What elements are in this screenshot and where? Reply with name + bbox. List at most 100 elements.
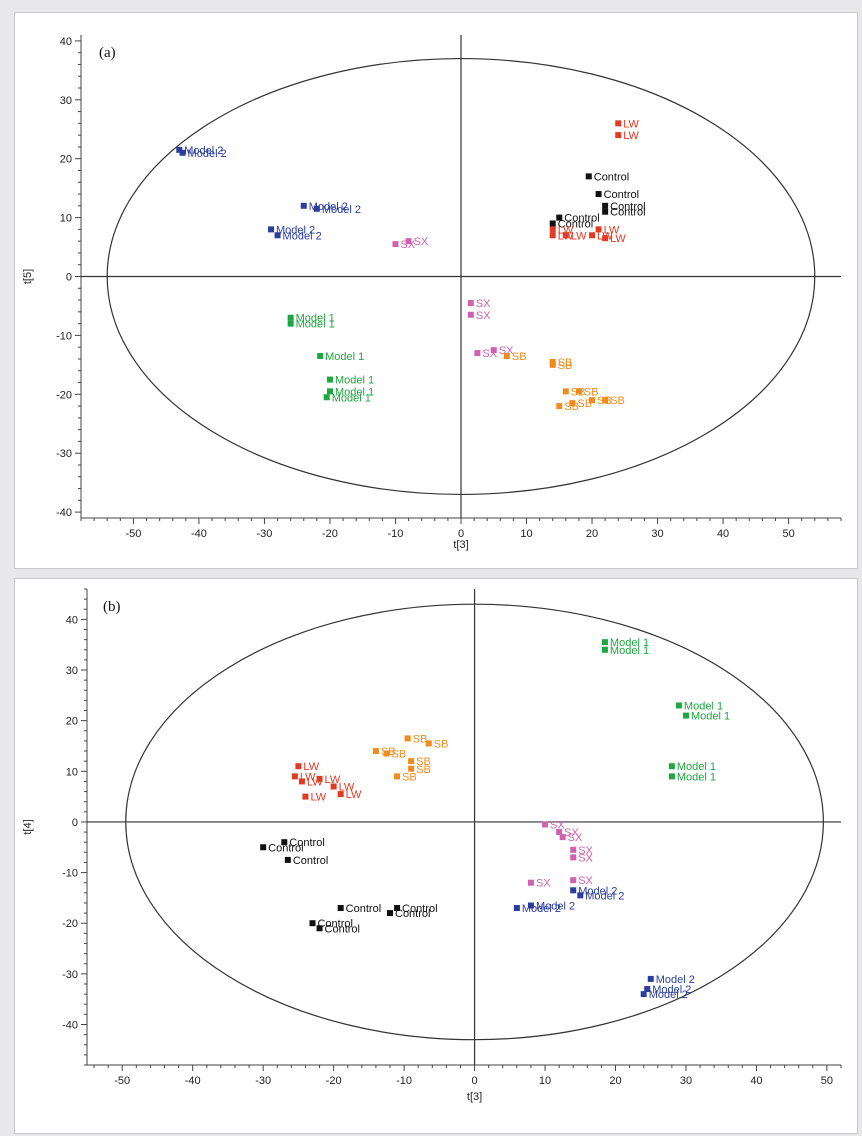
point-model-1 (323, 394, 330, 401)
point-lw (295, 763, 302, 770)
point-label-model-1: Model 1 (610, 637, 649, 649)
x-tick-label: 0 (472, 1075, 478, 1087)
point-sx (570, 877, 577, 884)
x-tick-label: -10 (396, 1075, 412, 1087)
point-lw (602, 235, 609, 242)
point-sx (570, 846, 577, 853)
point-model-2 (313, 205, 320, 212)
x-tick-label: 10 (539, 1075, 551, 1087)
point-label-sb: SB (413, 733, 428, 745)
point-lw (302, 793, 309, 800)
point-sb (394, 773, 401, 780)
point-sb (404, 735, 411, 742)
point-sx (474, 350, 481, 357)
x-axis-label: t[3] (467, 1091, 482, 1103)
point-model-2 (640, 991, 647, 998)
point-label-sx: SX (578, 852, 593, 864)
point-label-sb: SB (584, 386, 599, 398)
point-label-lw: LW (325, 774, 341, 786)
point-label-model-2: Model 2 (184, 145, 223, 157)
point-label-control: Control (604, 189, 639, 201)
point-model-1 (326, 376, 333, 383)
point-label-model-2: Model 2 (649, 989, 688, 1001)
point-sb (589, 397, 596, 404)
point-control (556, 214, 563, 221)
x-tick-label: 50 (782, 528, 794, 540)
point-model-2 (268, 226, 274, 233)
point-model-2 (176, 146, 183, 153)
x-tick-label: -30 (255, 1075, 271, 1087)
point-sb (556, 403, 563, 410)
y-tick-label: 30 (60, 95, 72, 107)
point-label-sx: SX (476, 310, 491, 322)
plot-background (15, 13, 857, 568)
point-lw (337, 791, 344, 798)
point-label-control: Control (325, 923, 360, 935)
point-label-model-2: Model 2 (322, 204, 361, 216)
point-label-control: Control (594, 171, 629, 183)
point-sx (490, 347, 497, 354)
point-sb (562, 388, 569, 395)
point-label-control: Control (346, 903, 381, 915)
x-tick-label: 0 (458, 528, 464, 540)
point-label-lw: LW (571, 230, 587, 242)
x-tick-label: 10 (520, 528, 532, 540)
point-sb (372, 748, 379, 755)
point-label-control: Control (402, 903, 437, 915)
point-label-model-1: Model 1 (610, 645, 649, 657)
point-label-control: Control (558, 218, 593, 230)
x-tick-label: -10 (388, 528, 404, 540)
point-sb (549, 361, 556, 368)
point-label-sx: SX (568, 832, 583, 844)
point-label-lw: LW (339, 781, 355, 793)
point-control (595, 191, 602, 198)
point-control (394, 905, 401, 912)
plot-background (15, 579, 857, 1133)
point-sx (527, 879, 534, 886)
point-label-sx: SX (564, 827, 579, 839)
point-label-model-1: Model 1 (677, 761, 716, 773)
point-label-model-2: Model 2 (276, 224, 315, 236)
point-model-1 (287, 314, 294, 321)
point-sx (570, 854, 577, 861)
point-label-sb: SB (391, 749, 406, 761)
score-plot-panel-a: -50 -40 -30 -20 -10 0 10 20 30 40 50 40 30 20 10 0 -10 -2… (14, 12, 858, 569)
point-model-2 (527, 902, 534, 909)
point-sb (602, 397, 609, 404)
x-tick-label: 40 (750, 1075, 762, 1087)
point-lw (330, 783, 337, 790)
point-model-1 (675, 702, 682, 709)
point-model-1 (682, 712, 689, 719)
point-sb (383, 750, 390, 757)
x-tick-label: -50 (114, 1075, 130, 1087)
y-axis-label: t[5] (22, 269, 34, 284)
point-label-control: Control (610, 201, 645, 213)
point-label-sx: SX (550, 819, 565, 831)
y-tick-label: 20 (60, 154, 72, 166)
score-plot-a: -50 -40 -30 -20 -10 0 10 20 30 40 50 40 30 20 10 0 -10 -2… (15, 13, 857, 568)
point-model-2 (300, 202, 307, 209)
panel-label: (b) (103, 599, 121, 615)
point-sx (542, 821, 549, 828)
point-label-sx: SX (578, 875, 593, 887)
point-model-1 (601, 639, 608, 646)
point-label-sx: SX (578, 845, 593, 857)
x-tick-label: 20 (586, 528, 598, 540)
x-tick-label: 30 (680, 1075, 692, 1087)
point-model-1 (668, 773, 675, 780)
point-model-2 (513, 905, 520, 912)
point-label-model-2: Model 2 (536, 900, 575, 912)
point-model-1 (287, 320, 294, 327)
y-axis-label: t[4] (22, 819, 34, 834)
point-control (387, 910, 394, 917)
point-model-1 (317, 353, 324, 360)
point-control (602, 208, 609, 215)
point-control (337, 905, 344, 912)
y-tick-label: -20 (56, 389, 72, 401)
point-lw (615, 120, 622, 127)
point-label-sb: SB (610, 395, 625, 407)
point-label-control: Control (289, 837, 324, 849)
confidence-ellipse (106, 57, 816, 496)
point-label-model-1: Model 1 (677, 771, 716, 783)
